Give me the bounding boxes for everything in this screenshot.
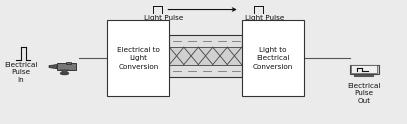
FancyBboxPatch shape xyxy=(351,65,377,73)
Polygon shape xyxy=(49,65,57,69)
Bar xyxy=(169,35,242,77)
Text: Electrical
Pulse
Out: Electrical Pulse Out xyxy=(348,83,381,104)
Bar xyxy=(242,20,304,96)
Polygon shape xyxy=(60,70,69,73)
Bar xyxy=(107,20,169,96)
Text: Light Pulse: Light Pulse xyxy=(245,15,284,21)
FancyBboxPatch shape xyxy=(350,65,379,74)
Text: Light Pulse: Light Pulse xyxy=(144,15,184,21)
Text: Electrical
Pulse
In: Electrical Pulse In xyxy=(4,62,37,83)
Bar xyxy=(57,63,76,70)
Circle shape xyxy=(61,72,68,75)
Text: Electrical to
Light
Conversion: Electrical to Light Conversion xyxy=(117,47,160,70)
Text: Light to
Electrical
Conversion: Light to Electrical Conversion xyxy=(253,47,293,70)
Bar xyxy=(169,47,242,65)
Bar xyxy=(66,62,71,64)
